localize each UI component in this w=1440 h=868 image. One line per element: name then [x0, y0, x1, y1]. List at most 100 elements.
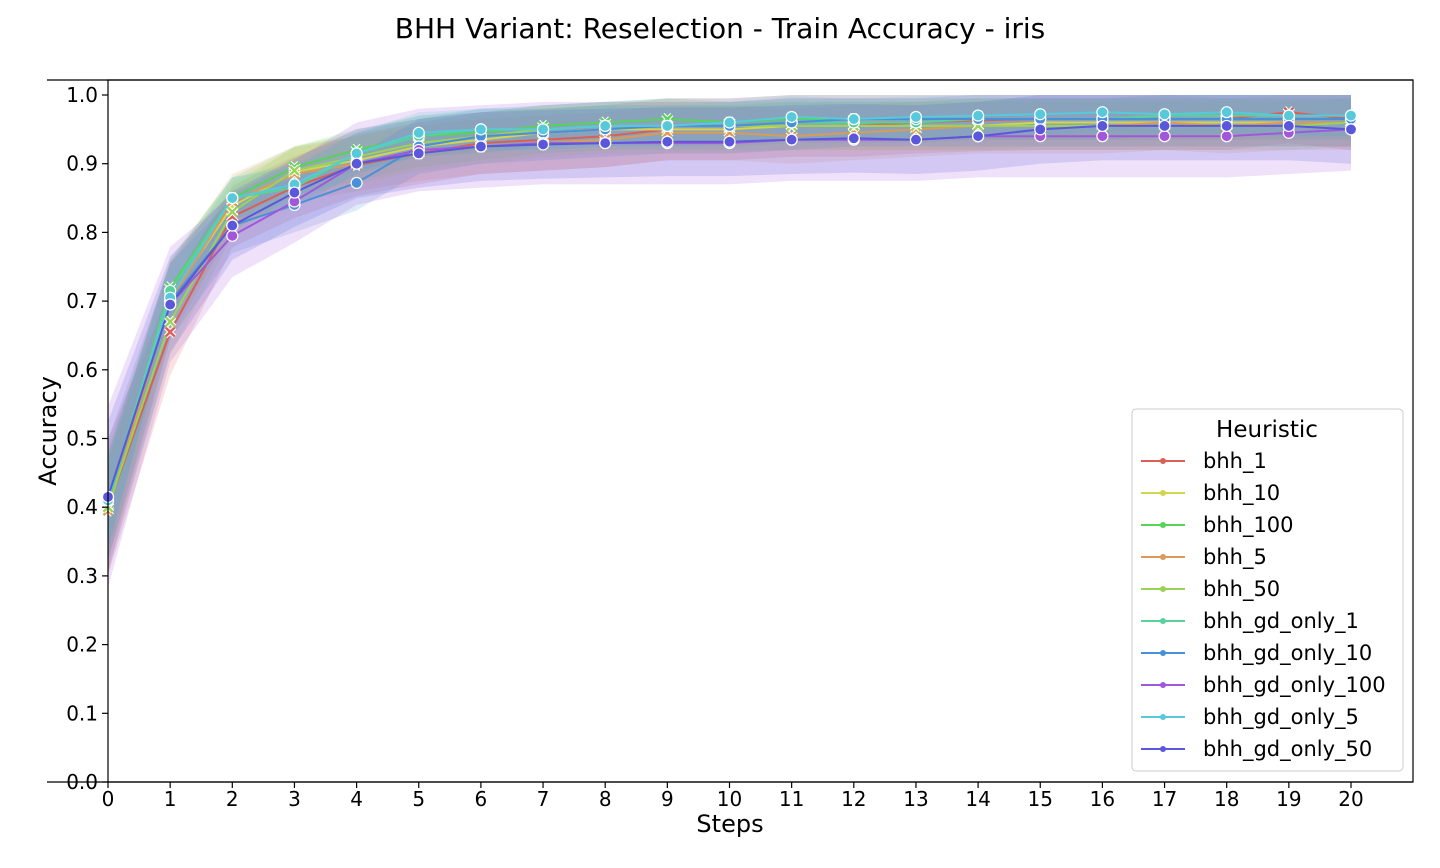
point-bhh_gd_only_50	[1034, 123, 1047, 136]
point-bhh_gd_only_5	[971, 109, 985, 122]
y-tick-label: 1.0	[66, 83, 98, 107]
legend-label: bhh_1	[1203, 449, 1267, 474]
point-bhh_gd_only_100	[1096, 130, 1109, 143]
y-tick-label: 0.0	[66, 770, 98, 794]
legend-label: bhh_10	[1203, 481, 1280, 506]
point-bhh_gd_only_5	[474, 123, 487, 136]
legend-marker	[1160, 490, 1166, 496]
point-bhh_50	[226, 205, 239, 218]
x-tick-label: 9	[661, 787, 674, 811]
x-tick-label: 12	[841, 787, 866, 811]
legend-label: bhh_gd_only_50	[1203, 737, 1372, 762]
legend-marker	[1160, 682, 1166, 688]
x-tick-label: 5	[412, 787, 425, 811]
legend-marker	[1160, 522, 1166, 528]
legend-items: bhh_1 bhh_10 bhh_100 bhh_5 bhh_50 bhh_gd_only…	[1141, 449, 1386, 762]
x-tick-label: 11	[779, 787, 804, 811]
legend-box	[1131, 408, 1404, 772]
band-bhh_5	[108, 95, 1351, 572]
point-bhh_gd_only_50	[164, 298, 177, 311]
band-bhh_gd_only_100	[108, 95, 1351, 588]
x-axis-ticks: 0 1 2 3 4 5 6 7 8 9 10 11 12 13 14 15 16 17 18 19 20	[102, 782, 1364, 811]
legend-title: Heuristic	[1216, 417, 1318, 443]
point-bhh_gd_only_5	[1034, 108, 1047, 121]
point-bhh_gd_only_50	[909, 133, 923, 146]
point-bhh_50	[288, 164, 301, 177]
band-bhh_1	[108, 95, 1351, 576]
legend-marker	[1160, 458, 1166, 464]
x-tick-label: 14	[965, 787, 990, 811]
legend-item-bhh_gd_only_10: bhh_gd_only_10	[1141, 641, 1372, 666]
legend-label: bhh_gd_only_5	[1203, 705, 1359, 730]
legend-marker	[1160, 714, 1166, 720]
legend-marker	[1160, 586, 1166, 592]
point-bhh_gd_only_50	[1344, 123, 1358, 136]
legend-marker	[1160, 650, 1166, 656]
point-bhh_gd_only_50	[1282, 119, 1295, 133]
point-bhh_gd_only_50	[661, 135, 674, 148]
point-bhh_gd_only_50	[350, 157, 363, 170]
point-bhh_gd_only_50	[536, 138, 550, 151]
point-bhh_gd_only_5	[909, 110, 923, 124]
point-bhh_gd_only_5	[1282, 109, 1295, 122]
legend-item-bhh_50: bhh_50	[1141, 577, 1280, 602]
point-bhh_gd_only_50	[1220, 119, 1233, 133]
x-tick-label: 16	[1090, 787, 1115, 811]
point-bhh_gd_only_50	[226, 219, 239, 232]
legend-label: bhh_5	[1203, 545, 1267, 570]
point-bhh_gd_only_50	[288, 186, 301, 199]
x-tick-label: 17	[1152, 787, 1177, 811]
x-tick-label: 20	[1338, 787, 1363, 811]
x-tick-label: 2	[226, 787, 239, 811]
y-tick-label: 0.6	[66, 358, 98, 382]
y-tick-label: 0.3	[66, 564, 98, 588]
y-tick-label: 0.1	[66, 701, 98, 725]
legend-item-bhh_gd_only_100: bhh_gd_only_100	[1141, 673, 1386, 698]
y-tick-label: 0.7	[66, 289, 98, 313]
y-tick-label: 0.8	[66, 220, 98, 244]
point-bhh_gd_only_5	[661, 119, 674, 133]
x-tick-label: 18	[1214, 787, 1239, 811]
x-tick-label: 8	[599, 787, 612, 811]
point-bhh_gd_only_50	[971, 130, 985, 143]
point-bhh_gd_only_100	[1220, 130, 1233, 143]
point-bhh_gd_only_50	[847, 132, 860, 145]
legend-item-bhh_100: bhh_100	[1141, 513, 1294, 538]
x-tick-label: 6	[475, 787, 488, 811]
y-tick-label: 0.2	[66, 633, 98, 657]
x-tick-label: 19	[1276, 787, 1301, 811]
y-tick-label: 0.4	[66, 495, 98, 519]
point-bhh_gd_only_5	[1220, 106, 1233, 119]
point-bhh_gd_only_5	[350, 147, 363, 160]
band-bhh_gd_only_50	[108, 95, 1351, 573]
chart-title: BHH Variant: Reselection - Train Accurac…	[395, 12, 1046, 45]
y-tick-label: 0.5	[66, 427, 98, 451]
x-axis-label: Steps	[696, 810, 763, 838]
y-axis-label: Accuracy	[34, 376, 62, 486]
band-bhh_10	[108, 98, 1351, 561]
point-bhh_gd_only_100	[226, 229, 239, 242]
point-bhh_gd_only_5	[412, 126, 425, 139]
x-tick-label: 3	[288, 787, 301, 811]
legend-marker	[1160, 618, 1166, 624]
x-tick-label: 10	[717, 787, 742, 811]
point-bhh_gd_only_5	[226, 191, 239, 205]
point-bhh_gd_only_50	[412, 147, 425, 160]
point-bhh_gd_only_100	[1158, 130, 1171, 143]
point-bhh_gd_only_5	[847, 112, 860, 126]
point-bhh_gd_only_50	[785, 133, 798, 146]
point-bhh_1	[164, 325, 177, 339]
y-tick-label: 0.9	[66, 152, 98, 176]
point-bhh_gd_only_5	[599, 119, 612, 133]
point-bhh_50	[164, 315, 177, 328]
point-bhh_gd_only_50	[723, 135, 736, 148]
point-bhh_gd_only_50	[1096, 119, 1109, 133]
x-tick-label: 15	[1028, 787, 1053, 811]
legend-label: bhh_gd_only_1	[1203, 609, 1359, 634]
legend-marker	[1160, 746, 1166, 752]
point-bhh_gd_only_50	[1158, 119, 1171, 133]
x-tick-label: 13	[903, 787, 928, 811]
legend-label: bhh_50	[1203, 577, 1280, 602]
point-bhh_gd_only_5	[536, 123, 550, 136]
